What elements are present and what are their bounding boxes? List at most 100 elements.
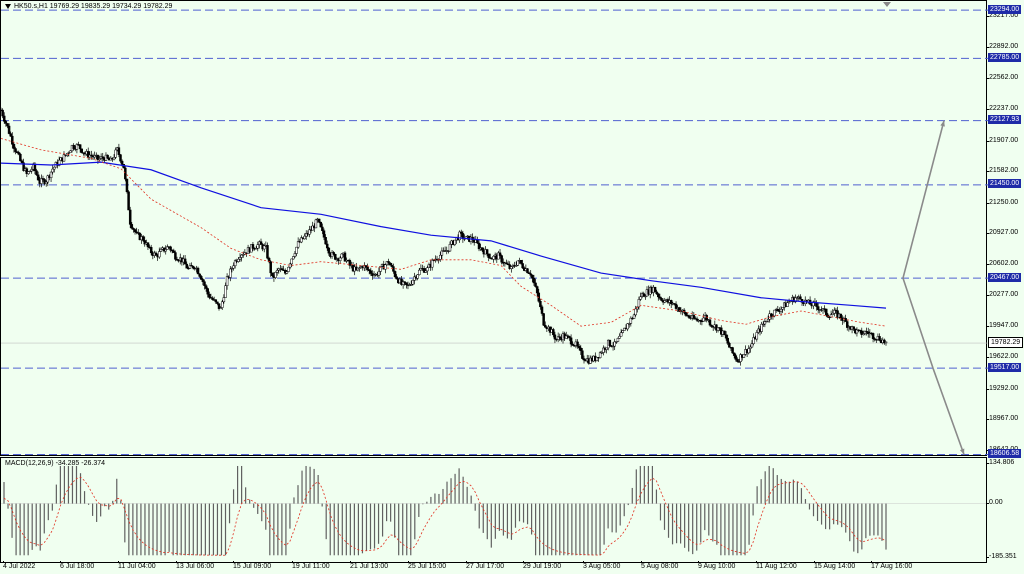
- candle: [387, 258, 390, 266]
- candle: [413, 272, 416, 285]
- price-tick-label: 20277.00: [985, 291, 1019, 299]
- time-tick-label: 15 Jul 09:00: [233, 561, 272, 570]
- candle: [17, 150, 21, 156]
- candle: [127, 190, 130, 211]
- candle: [219, 306, 222, 309]
- candle: [293, 250, 297, 258]
- candle: [366, 263, 369, 272]
- time-axis[interactable]: 4 Jul 2022 6 Jul 18:00 11 Jul 04:00 13 Jul …: [0, 561, 987, 574]
- candle: [130, 222, 134, 230]
- candle: [852, 326, 855, 331]
- candle: [571, 341, 574, 346]
- candle: [124, 166, 127, 182]
- price-axis[interactable]: 23217.00 22892.00 22562.00 22237.00 21907.00…: [985, 0, 1024, 458]
- macd-axis[interactable]: 134.806 0.00 -185.351: [985, 457, 1024, 563]
- time-tick-label: 3 Aug 05:00: [583, 561, 621, 570]
- candle: [322, 228, 326, 241]
- candle: [285, 270, 289, 275]
- candle: [500, 254, 503, 265]
- macd-tick-label: 134.806: [985, 459, 1015, 466]
- candle: [776, 305, 780, 312]
- candle: [93, 151, 96, 160]
- candle: [540, 304, 544, 316]
- candle: [75, 143, 79, 154]
- candle: [204, 284, 208, 292]
- moving-average-long: [1, 161, 887, 309]
- candle: [663, 297, 666, 304]
- candle: [158, 247, 161, 259]
- chart-shift-marker-icon[interactable]: [883, 2, 891, 7]
- candle: [43, 178, 46, 186]
- candle: [11, 132, 14, 149]
- price-tick-label: 21907.00: [985, 136, 1019, 144]
- candle: [477, 240, 481, 252]
- candle: [424, 267, 427, 273]
- candle: [833, 307, 836, 317]
- candle: [579, 344, 583, 355]
- candle: [25, 166, 29, 178]
- candle: [214, 299, 218, 304]
- candle: [114, 147, 117, 159]
- candle: [642, 291, 646, 297]
- candle: [222, 294, 226, 304]
- level-price-label[interactable]: 23294.00: [988, 4, 1022, 14]
- candle: [401, 279, 405, 289]
- candle: [408, 282, 411, 287]
- candle: [128, 206, 132, 228]
- candle: [611, 342, 615, 351]
- price-chart-pane[interactable]: HK50.s,H1 19769.29 19835.29 19734.29 197…: [0, 0, 988, 457]
- candle: [595, 357, 599, 362]
- candle: [768, 310, 771, 323]
- price-tick-label: 20602.00: [985, 260, 1019, 268]
- price-tick-label: 19292.00: [985, 384, 1019, 392]
- candle: [325, 240, 329, 251]
- candle: [348, 258, 352, 269]
- level-price-label[interactable]: 21450.00: [988, 179, 1022, 189]
- candle: [256, 241, 260, 252]
- level-price-label[interactable]: 22785.00: [988, 52, 1022, 62]
- level-price-label[interactable]: 22127.93: [988, 115, 1022, 125]
- candle: [765, 320, 768, 323]
- candle: [275, 267, 279, 276]
- level-price-label[interactable]: 20467.00: [988, 272, 1022, 282]
- candle: [343, 251, 347, 262]
- candle: [49, 171, 53, 182]
- candle: [384, 263, 387, 274]
- candle: [358, 266, 361, 272]
- candle: [405, 282, 408, 289]
- candle: [274, 271, 277, 280]
- macd-canvas[interactable]: [1, 458, 988, 564]
- price-tick-label: 19947.00: [985, 322, 1019, 330]
- candle: [875, 339, 878, 343]
- candle: [287, 266, 290, 273]
- level-price-label[interactable]: 18606.58: [988, 448, 1022, 458]
- candle: [224, 282, 227, 298]
- candle: [28, 170, 32, 173]
- projection-arrow-up: [902, 120, 945, 279]
- candle: [40, 174, 43, 188]
- candle: [616, 337, 620, 342]
- candle: [422, 265, 426, 274]
- price-tick-label: 19622.00: [985, 353, 1019, 361]
- candle: [314, 218, 318, 229]
- candle: [619, 328, 623, 337]
- price-chart-canvas[interactable]: [1, 1, 988, 457]
- collapse-triangle-icon[interactable]: [5, 3, 11, 9]
- candle: [700, 318, 704, 326]
- candle: [364, 264, 368, 271]
- candle: [576, 339, 579, 349]
- price-tick-label: 22237.00: [985, 105, 1019, 113]
- candle: [762, 320, 765, 327]
- candle: [498, 248, 502, 259]
- candle: [787, 298, 791, 304]
- candle: [506, 260, 510, 266]
- candle: [411, 279, 415, 286]
- candle: [653, 286, 657, 293]
- macd-pane[interactable]: MACD(12,26,9) -34.285 -26.374: [0, 457, 988, 564]
- candle: [183, 254, 187, 265]
- candle: [605, 347, 608, 354]
- level-price-label[interactable]: 19517.00: [988, 362, 1022, 372]
- candle: [280, 266, 284, 271]
- candle: [644, 294, 647, 300]
- time-tick-label: 21 Jul 13:00: [350, 561, 389, 570]
